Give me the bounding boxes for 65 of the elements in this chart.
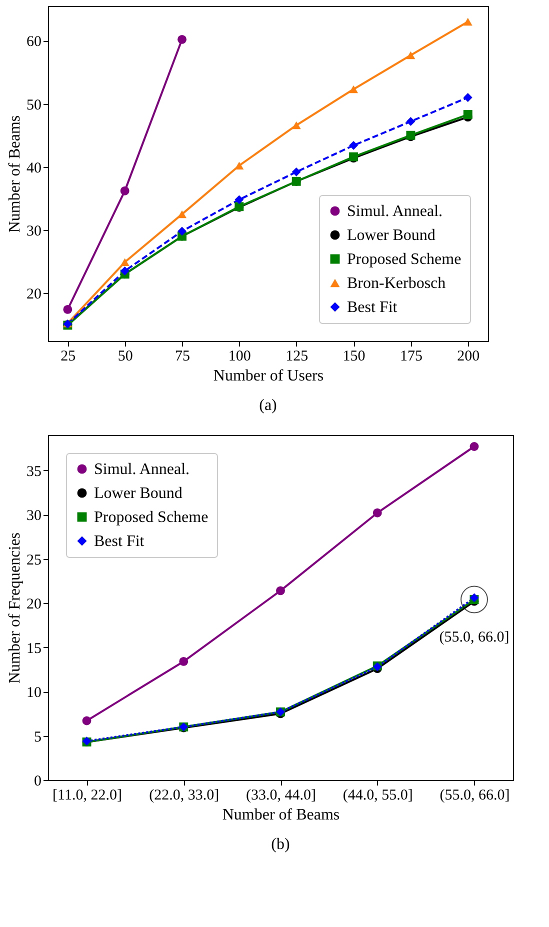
point (292, 121, 301, 130)
point (463, 110, 472, 119)
text: (a) (259, 397, 277, 414)
y-tick-label: 15 (26, 640, 42, 657)
point (120, 266, 130, 276)
y-tick-label: 20 (26, 286, 42, 303)
x-tick-label: (22.0, 33.0] (149, 788, 220, 804)
point (178, 34, 186, 44)
x-tick-label: (33.0, 44.0] (246, 788, 316, 804)
legend-label: Proposed Scheme (347, 251, 462, 268)
legend-label: Lower Bound (94, 485, 182, 502)
point (179, 657, 188, 666)
y-axis-title: Number of Beams (6, 115, 24, 233)
y-tick-label: 5 (34, 729, 42, 746)
x-tick-label: 50 (118, 348, 133, 364)
point (372, 508, 382, 518)
x-tick-label: 75 (175, 348, 190, 364)
point (178, 226, 186, 236)
point (463, 18, 472, 26)
legend-label: Best Fit (347, 299, 398, 316)
point (349, 85, 358, 94)
y-tick-label: 30 (26, 223, 42, 240)
point (120, 258, 130, 266)
x-tick-label: [11.0, 22.0] (52, 788, 122, 804)
y-tick-label: 50 (26, 97, 42, 114)
point (276, 586, 285, 596)
x-tick-label: 175 (400, 348, 422, 364)
y-tick-label: 25 (26, 552, 42, 568)
legend-label: Best Fit (94, 533, 145, 550)
x-tick-label: 150 (342, 348, 366, 364)
x-tick-label: 200 (457, 348, 480, 364)
y-tick-label: 20 (26, 596, 42, 613)
point (406, 51, 416, 60)
y-tick-label: 35 (26, 464, 42, 480)
point (178, 210, 186, 218)
legend-label: Simul. Anneal. (347, 203, 443, 220)
x-tick-label: (44.0, 55.0] (342, 788, 413, 804)
legend-label: Proposed Scheme (94, 509, 208, 526)
point (292, 167, 301, 176)
text: (b) (271, 836, 290, 853)
point (470, 442, 479, 451)
x-axis-title: Number of Users (213, 368, 324, 384)
x-tick-label: 125 (286, 348, 308, 364)
legend-label: Lower Bound (347, 227, 436, 244)
y-axis-title: Number of Frequencies (6, 532, 24, 684)
point (463, 93, 472, 102)
point (406, 116, 416, 126)
legend-label: Bron-Kerbosch (347, 275, 446, 292)
x-tick-label: 25 (60, 348, 76, 364)
y-tick-label: 10 (26, 685, 42, 702)
y-tick-label: 30 (26, 508, 42, 524)
y-tick-label: 0 (34, 774, 42, 790)
y-tick-label: 60 (26, 34, 42, 50)
point (349, 140, 358, 150)
point (234, 195, 244, 204)
point (82, 716, 92, 726)
annotation: (55.0, 66.0] (439, 630, 510, 646)
y-tick-label: 40 (26, 160, 42, 176)
x-axis-title: Number of Beams (222, 806, 340, 824)
x-tick-label: (55.0, 66.0] (440, 788, 510, 804)
x-tick-label: 100 (228, 348, 251, 364)
point (234, 162, 244, 170)
point (120, 186, 130, 196)
legend-label: Simul. Anneal. (94, 461, 190, 478)
point (63, 304, 72, 314)
